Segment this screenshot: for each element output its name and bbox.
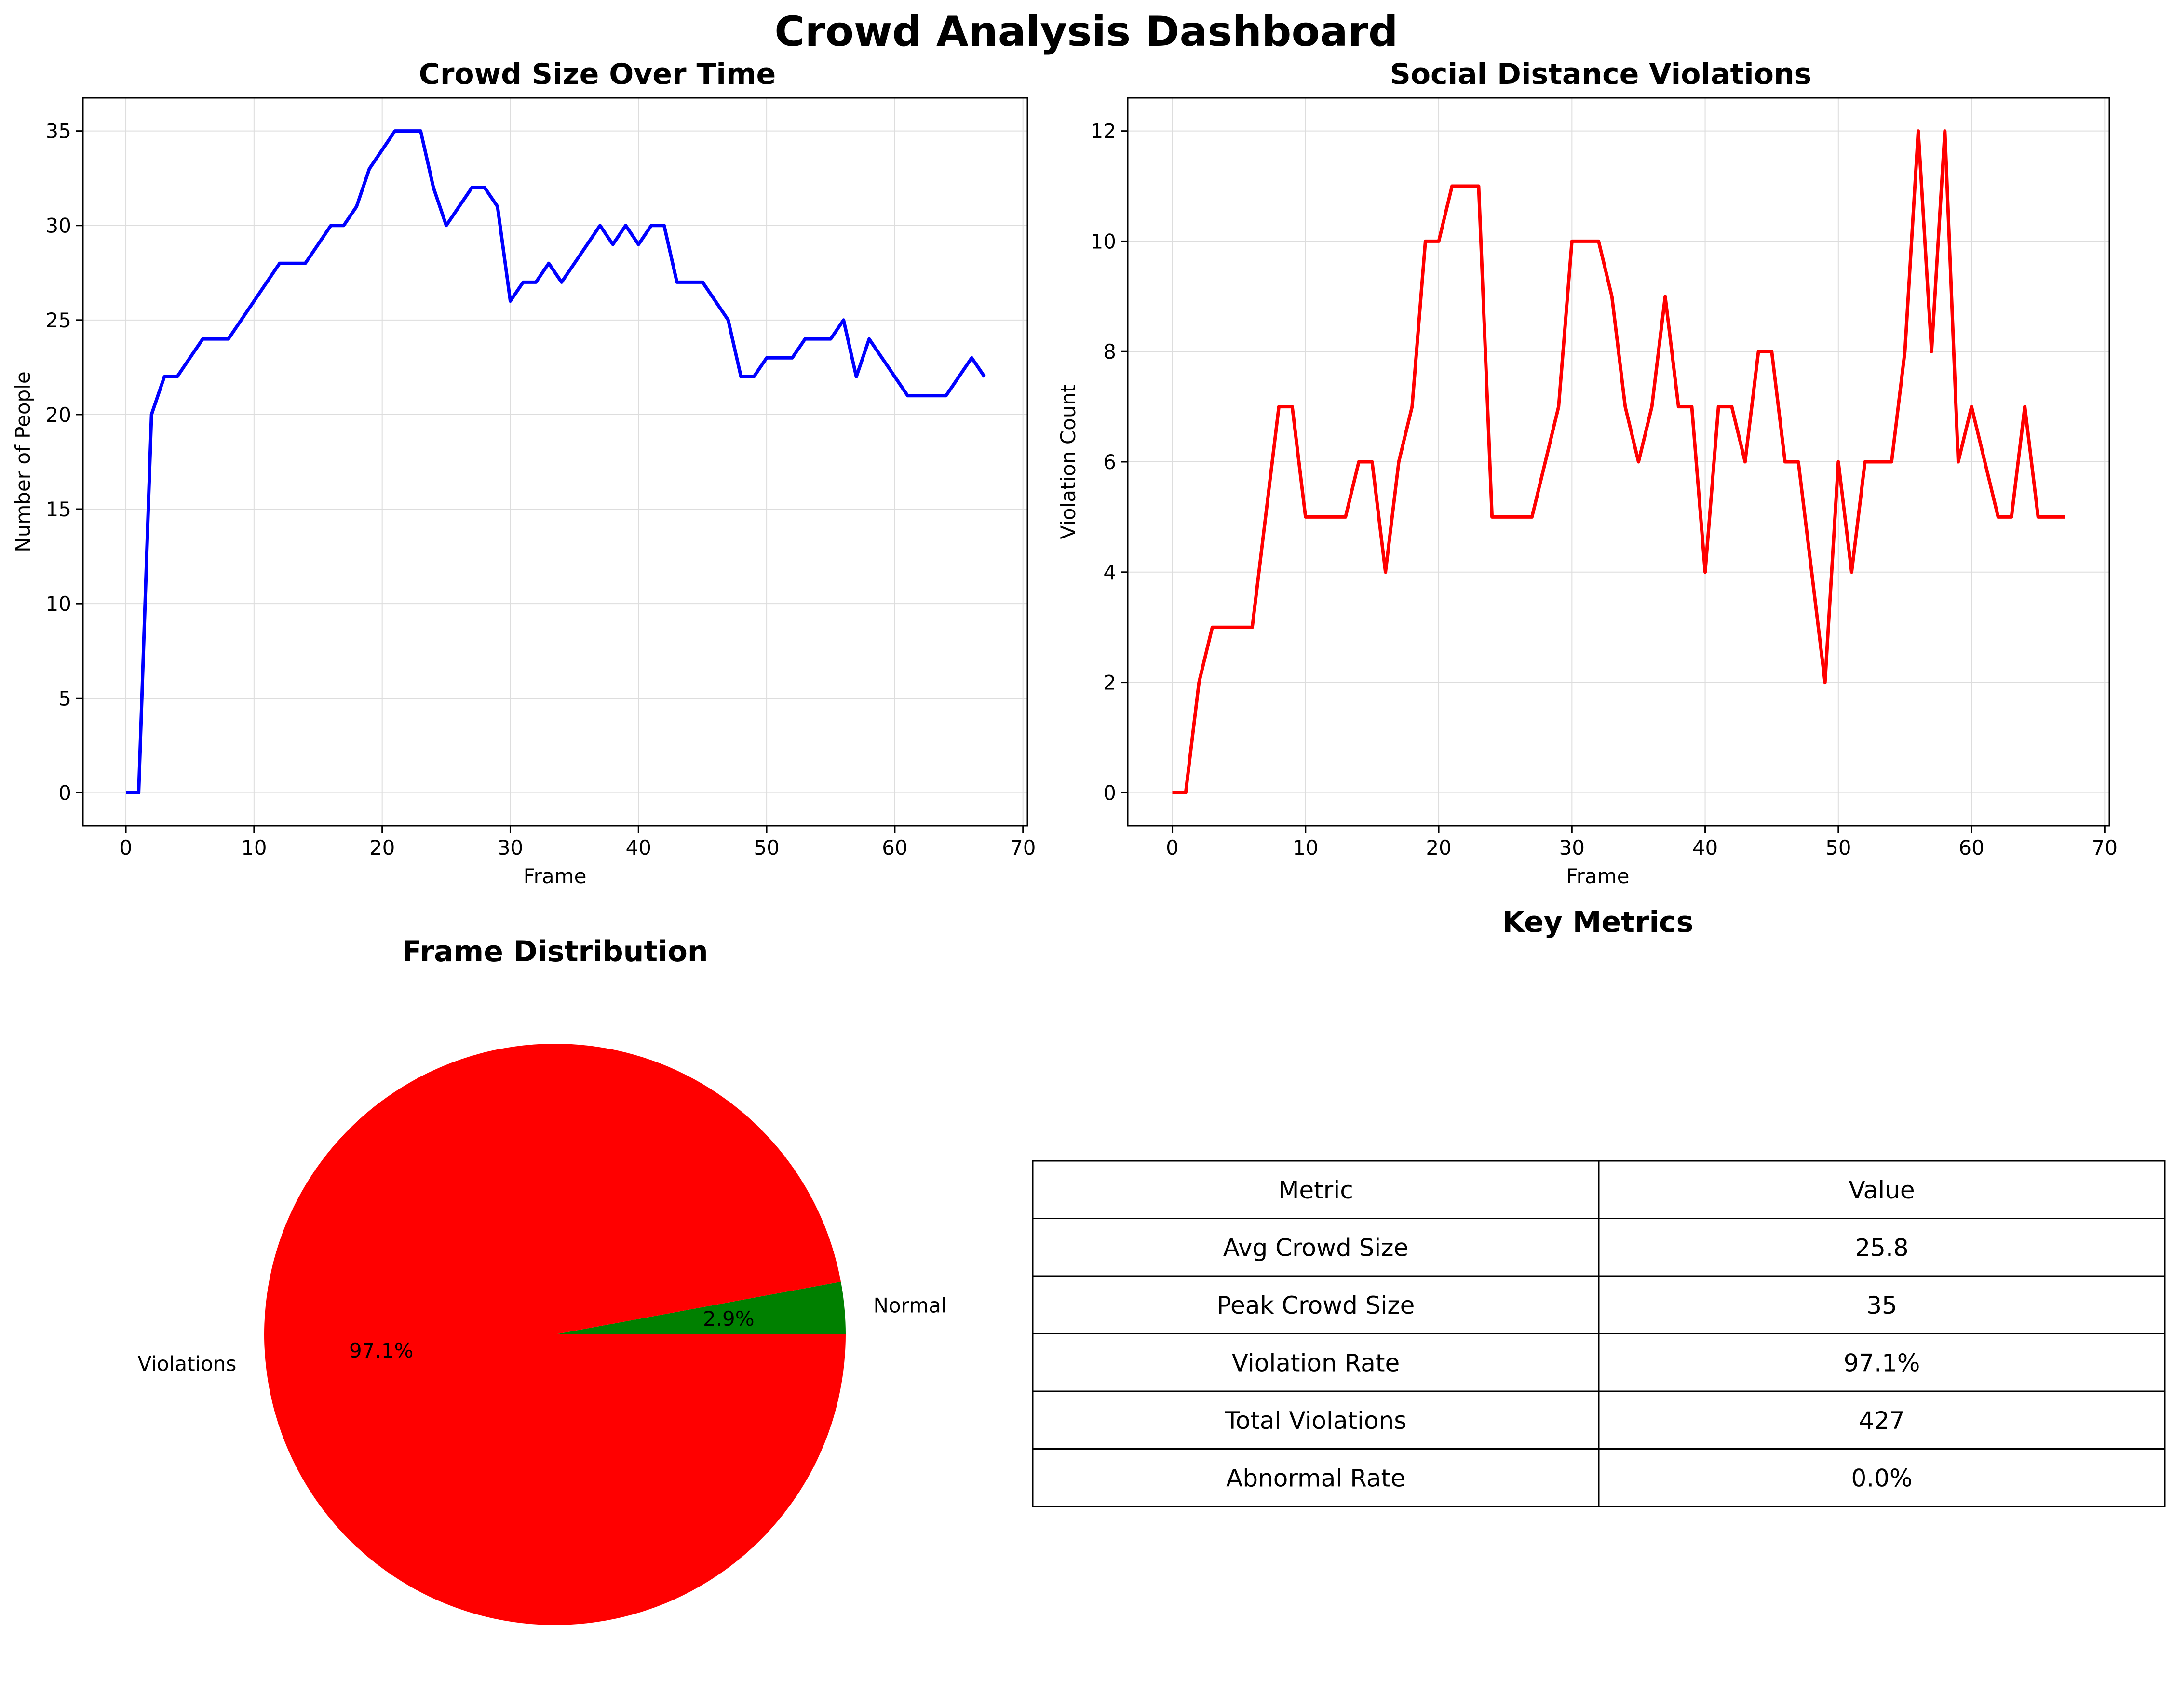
- table-header-text: Metric: [1278, 1176, 1353, 1204]
- pie-label-normal: Normal: [874, 1294, 947, 1318]
- crowd-size-y-tick-label: 30: [46, 214, 71, 238]
- crowd-size-y-axis-label: Number of People: [11, 371, 35, 552]
- violations-x-tick-label: 50: [1825, 836, 1851, 860]
- frame-distribution-title: Frame Distribution: [402, 935, 708, 968]
- violations-x-tick-label: 70: [2092, 836, 2118, 860]
- table-cell-text: Total Violations: [1225, 1407, 1407, 1435]
- crowd-size-chart-title: Crowd Size Over Time: [419, 57, 776, 91]
- crowd-size-y-tick-label: 5: [58, 686, 71, 710]
- table-cell-text: Abnormal Rate: [1226, 1464, 1405, 1492]
- table-cell-text: Avg Crowd Size: [1223, 1234, 1409, 1262]
- crowd-size-y-tick-label: 20: [46, 403, 71, 427]
- crowd-size-x-tick-label: 40: [626, 836, 651, 860]
- violations-y-tick-label: 10: [1091, 229, 1116, 253]
- table-cell-text: 35: [1866, 1291, 1897, 1319]
- violations-x-tick-label: 10: [1293, 836, 1318, 860]
- table-cell-text: 427: [1859, 1407, 1904, 1435]
- violations-y-tick-label: 4: [1103, 561, 1116, 584]
- violations-x-tick-label: 0: [1166, 836, 1179, 860]
- crowd-size-x-tick-label: 50: [754, 836, 779, 860]
- violations-y-tick-label: 6: [1103, 450, 1116, 474]
- table-cell-text: 0.0%: [1851, 1464, 1912, 1492]
- pie-pct-violations: 97.1%: [349, 1339, 413, 1362]
- table-cell-text: 97.1%: [1844, 1349, 1920, 1377]
- violations-x-tick-label: 20: [1426, 836, 1451, 860]
- crowd-size-y-tick-label: 10: [46, 592, 71, 616]
- crowd-size-y-tick-label: 25: [46, 309, 71, 332]
- table-cell-text: Peak Crowd Size: [1217, 1291, 1415, 1319]
- crowd-size-x-tick-label: 10: [241, 836, 267, 860]
- table-cell-text: 25.8: [1855, 1234, 1908, 1262]
- violations-y-tick-label: 12: [1091, 120, 1116, 143]
- violations-x-tick-label: 40: [1692, 836, 1718, 860]
- violations-y-tick-label: 0: [1103, 781, 1116, 805]
- pie-slices: [264, 1044, 846, 1625]
- violations-x-tick-label: 30: [1559, 836, 1585, 860]
- crowd-size-x-tick-label: 0: [120, 836, 133, 860]
- dashboard-title: Crowd Analysis Dashboard: [774, 8, 1398, 56]
- violations-y-tick-label: 2: [1103, 671, 1116, 695]
- crowd-size-x-tick-label: 60: [882, 836, 907, 860]
- crowd-size-x-tick-label: 30: [498, 836, 523, 860]
- crowd-size-x-tick-label: 20: [369, 836, 395, 860]
- violations-x-tick-label: 60: [1958, 836, 1984, 860]
- key-metrics-title: Key Metrics: [1502, 905, 1694, 939]
- violations-y-axis-label: Violation Count: [1056, 384, 1080, 539]
- crowd-size-x-tick-label: 70: [1010, 836, 1036, 860]
- table-header-text: Value: [1849, 1176, 1915, 1204]
- violations-chart-title: Social Distance Violations: [1390, 57, 1812, 91]
- violations-x-axis-label: Frame: [1566, 864, 1630, 888]
- crowd-size-y-tick-label: 15: [46, 498, 71, 521]
- crowd-size-y-tick-label: 0: [58, 781, 71, 805]
- crowd-size-y-tick-label: 35: [46, 120, 71, 143]
- pie-label-violations: Violations: [138, 1352, 237, 1375]
- key-metrics-cells: Metric Value Avg Crowd Size 25.8 Peak Crowd …: [1033, 1161, 2165, 1506]
- pie-pct-normal: 2.9%: [703, 1307, 755, 1331]
- crowd-size-x-axis-label: Frame: [524, 864, 587, 888]
- violations-y-tick-label: 8: [1103, 340, 1116, 363]
- table-cell-text: Violation Rate: [1232, 1349, 1400, 1377]
